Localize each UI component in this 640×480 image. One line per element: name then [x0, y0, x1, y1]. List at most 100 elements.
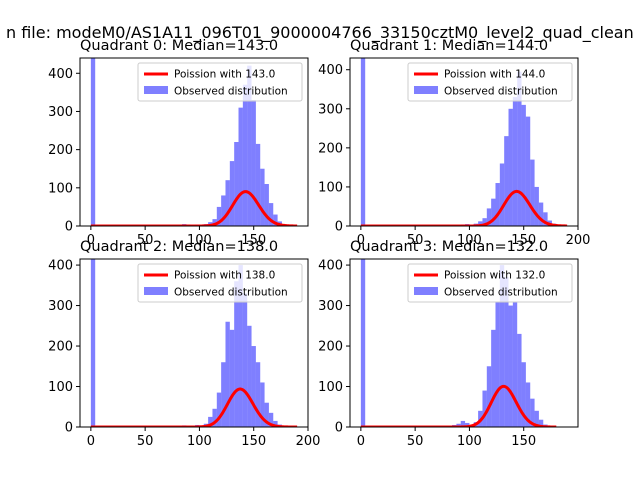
y-tick-label: 300 — [318, 102, 343, 117]
x-tick-label: 150 — [241, 434, 266, 449]
y-tick-label: 300 — [318, 299, 343, 314]
x-tick-label: 0 — [87, 233, 95, 248]
x-tick-label: 50 — [137, 233, 154, 248]
legend: Poission with 144.0 Observed distribution — [407, 62, 573, 102]
histogram-bar — [260, 382, 265, 427]
histogram-bar — [225, 180, 230, 226]
histogram-bar — [229, 161, 235, 226]
x-tick-label: 150 — [511, 434, 536, 449]
histogram-bar — [478, 221, 483, 226]
legend-patch-swatch — [144, 86, 168, 94]
axes-frame — [79, 57, 309, 227]
y-tick-label: 200 — [48, 340, 73, 355]
legend-patch-swatch — [414, 287, 438, 295]
histogram-bar — [242, 293, 248, 427]
x-tick-label: 100 — [187, 233, 212, 248]
histogram-bar — [517, 333, 522, 427]
x-tick-label: 100 — [457, 434, 482, 449]
histogram-bar — [521, 362, 526, 427]
histogram-bar — [530, 398, 535, 427]
x-tick-label: 100 — [457, 233, 482, 248]
poisson-fit-line — [360, 189, 568, 226]
subplot-2: Quadrant 2: Median=138.0 0 50 100 150 200 0 100… — [48, 239, 320, 449]
y-tick-label: 200 — [318, 141, 343, 156]
subplot-title: Quadrant 1: Median=144.0 — [350, 38, 548, 54]
histogram-bar — [465, 422, 470, 427]
x-tick-label: 50 — [407, 434, 424, 449]
histogram-bar — [486, 208, 492, 226]
histogram-bar — [508, 305, 513, 427]
histogram-bar — [360, 58, 366, 226]
histogram-bar — [242, 84, 248, 226]
x-tick-label: 0 — [357, 233, 365, 248]
histogram-bar — [264, 184, 269, 226]
histogram-bar — [460, 420, 466, 427]
x-tick-label: 0 — [357, 434, 365, 449]
legend-box — [137, 263, 303, 303]
histogram-bar — [216, 392, 222, 427]
histogram-bar — [234, 142, 239, 226]
histogram-bar — [234, 281, 239, 427]
histogram-bar — [491, 329, 496, 427]
legend: Poission with 138.0 Observed distribution — [137, 263, 303, 303]
histogram-bar — [268, 412, 274, 427]
legend-box — [407, 62, 573, 102]
histogram-bar — [247, 325, 252, 427]
subplot-title: Quadrant 0: Median=143.0 — [80, 38, 278, 54]
histogram-bar — [208, 416, 213, 427]
y-tick-label: 400 — [318, 63, 343, 78]
histogram-bar — [251, 100, 256, 226]
y-tick-label: 300 — [48, 299, 73, 314]
histogram-bar — [530, 159, 535, 226]
x-tick-label: 50 — [137, 434, 154, 449]
histogram-bar — [238, 107, 243, 226]
axes-frame — [349, 258, 579, 428]
histogram-bar — [486, 366, 492, 427]
legend-label-fit: Poission with 138.0 — [174, 270, 275, 282]
legend-label-hist: Observed distribution — [444, 287, 558, 299]
histogram-bar — [521, 104, 526, 226]
legend-label-fit: Poission with 143.0 — [174, 69, 275, 81]
legend-patch-swatch — [414, 86, 438, 94]
x-tick-label: 150 — [511, 233, 536, 248]
plot-area — [360, 58, 568, 226]
poisson-fit-line — [90, 190, 298, 226]
histogram-bar — [525, 382, 531, 427]
axes-frame — [349, 57, 579, 227]
y-tick-label: 200 — [48, 143, 73, 158]
y-tick-label: 400 — [318, 259, 343, 274]
plot-area — [90, 58, 298, 226]
legend-label-hist: Observed distribution — [444, 86, 558, 98]
y-tick-label: 0 — [65, 421, 73, 436]
histogram-bar — [499, 265, 505, 427]
histogram-bar — [525, 116, 531, 226]
subplot-title: Quadrant 3: Median=132.0 — [350, 239, 548, 255]
histogram-bar — [247, 65, 252, 226]
histogram-bar — [495, 183, 500, 226]
histogram-bar — [504, 136, 509, 226]
histogram-bar — [508, 108, 513, 226]
histogram-bar — [273, 420, 278, 427]
histogram-bar — [495, 301, 500, 427]
histogram-bar — [534, 186, 539, 226]
histogram-bar — [482, 390, 487, 427]
histogram-bar — [251, 346, 256, 427]
histogram-bar — [212, 219, 217, 226]
histogram-bar — [268, 203, 274, 226]
legend-label-hist: Observed distribution — [174, 287, 288, 299]
legend: Poission with 132.0 Observed distribution — [407, 263, 573, 303]
histogram-bar — [238, 265, 243, 427]
x-tick-label: 200 — [296, 434, 321, 449]
histogram-bar — [538, 202, 544, 226]
histogram-bar — [255, 143, 261, 226]
histogram-bar — [212, 408, 217, 427]
legend-box — [137, 62, 303, 102]
histogram-bar — [264, 402, 269, 427]
y-tick-label: 100 — [318, 180, 343, 195]
plot-area — [360, 259, 557, 427]
histogram-bar — [90, 58, 96, 226]
subplot-title: Quadrant 2: Median=138.0 — [80, 239, 278, 255]
y-tick-label: 0 — [65, 220, 73, 235]
x-tick-label: 100 — [187, 434, 212, 449]
